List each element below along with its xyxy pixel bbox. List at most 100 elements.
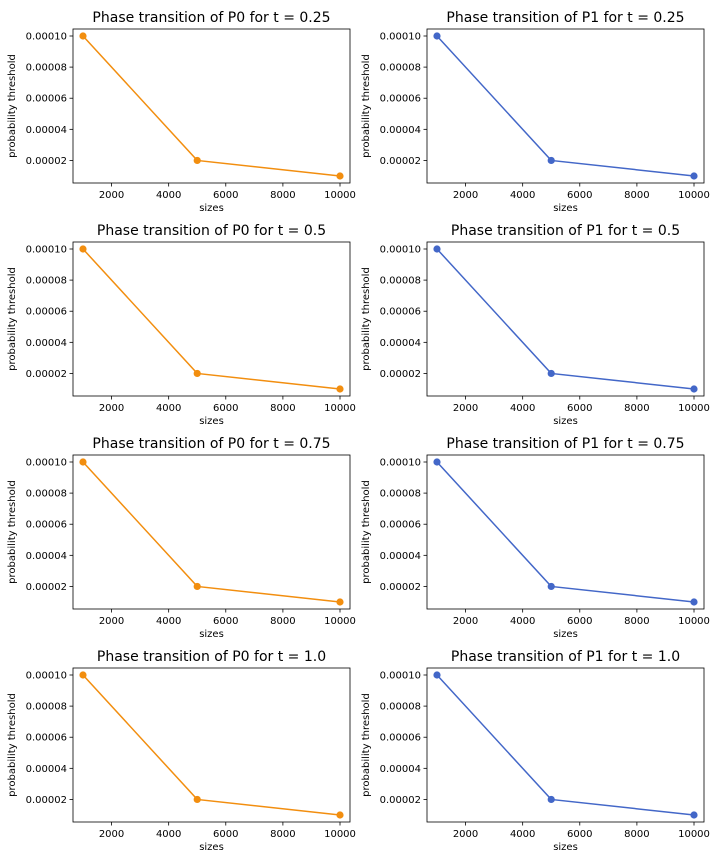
chart-5: Phase transition of P0 for t = 0.75 2000 4… (7, 436, 356, 640)
chart-8-xtick-label: 6000 (567, 829, 592, 840)
chart-8-ytick-label: 0.00006 (380, 733, 421, 744)
chart-2-xtick-label: 10000 (678, 190, 710, 201)
chart-3-xtick-label: 8000 (270, 403, 295, 414)
chart-2: Phase transition of P1 for t = 0.25 2000 4… (361, 10, 710, 214)
chart-6-ytick-label: 0.00004 (380, 551, 421, 562)
chart-3-ytick-label: 0.00010 (26, 245, 67, 256)
chart-2-ytick-label: 0.00002 (380, 156, 421, 167)
chart-5-ytick-label: 0.00008 (26, 489, 67, 500)
chart-1-ylabel: probability threshold (7, 54, 18, 158)
chart-7-series-line (82, 674, 341, 816)
chart-7-axes-frame (72, 667, 351, 823)
chart-2-ylabel: probability threshold (361, 54, 372, 158)
chart-7-point-2 (193, 795, 201, 804)
chart-5-series-line (82, 461, 341, 603)
chart-4-axes-frame (426, 241, 705, 397)
chart-2-ytick-label: 0.00006 (380, 94, 421, 105)
chart-6-xtick-label: 4000 (510, 616, 535, 627)
chart-2-ytick-label: 0.00004 (380, 125, 421, 136)
chart-7: Phase transition of P0 for t = 1.0 2000 40… (7, 649, 356, 853)
chart-5-title: Phase transition of P0 for t = 0.75 (92, 436, 330, 452)
chart-4-xtick-label: 8000 (624, 403, 649, 414)
chart-8-ytick-label: 0.00010 (380, 671, 421, 682)
chart-1-title: Phase transition of P0 for t = 0.25 (92, 10, 330, 26)
chart-3-xtick-label: 6000 (213, 403, 238, 414)
chart-8-xtick-label: 8000 (624, 829, 649, 840)
chart-8-series-line (436, 674, 695, 816)
chart-4-xlabel: sizes (553, 416, 578, 427)
chart-7-ytick-label: 0.00008 (26, 702, 67, 713)
chart-3-point-3 (336, 385, 344, 393)
chart-6-ylabel: probability threshold (361, 480, 372, 584)
chart-6-ytick-label: 0.00010 (380, 458, 421, 469)
chart-8-xtick-label: 2000 (453, 829, 478, 840)
chart-8-xtick-label: 10000 (678, 829, 710, 840)
chart-3-ylabel: probability threshold (7, 267, 18, 371)
chart-7-point-3 (336, 811, 344, 819)
chart-7-xtick-label: 2000 (99, 829, 124, 840)
chart-4-xtick-label: 6000 (567, 403, 592, 414)
chart-6-point-3 (690, 598, 698, 606)
chart-2-axes-frame (426, 28, 705, 184)
chart-3-xtick-label: 4000 (156, 403, 181, 414)
chart-3-xtick-label: 2000 (99, 403, 124, 414)
chart-5-xtick-label: 10000 (324, 616, 356, 627)
chart-1-xtick-label: 10000 (324, 190, 356, 201)
chart-4-point-3 (690, 385, 698, 393)
chart-5-ytick-label: 0.00002 (26, 582, 67, 593)
chart-5-xtick-label: 6000 (213, 616, 238, 627)
chart-7-xtick-label: 8000 (270, 829, 295, 840)
chart-8-point-3 (690, 811, 698, 819)
chart-7-ytick-label: 0.00002 (26, 795, 67, 806)
chart-6-point-1 (433, 458, 441, 466)
chart-6-xtick-label: 6000 (567, 616, 592, 627)
chart-7-xtick-label: 4000 (156, 829, 181, 840)
chart-6-series-line (436, 461, 695, 603)
chart-8-axes-frame (426, 667, 705, 823)
chart-4-ytick-label: 0.00008 (380, 276, 421, 287)
chart-4-ylabel: probability threshold (361, 267, 372, 371)
chart-2-xtick-label: 2000 (453, 190, 478, 201)
chart-3-ytick-label: 0.00002 (26, 369, 67, 380)
chart-4-xtick-label: 4000 (510, 403, 535, 414)
chart-8-xtick-label: 4000 (510, 829, 535, 840)
chart-5-ytick-label: 0.00004 (26, 551, 67, 562)
chart-1-ytick-label: 0.00008 (26, 63, 67, 74)
chart-5-ytick-label: 0.00010 (26, 458, 67, 469)
chart-2-point-3 (690, 172, 698, 180)
chart-1-axes-frame (72, 28, 351, 184)
chart-1-point-3 (336, 172, 344, 180)
chart-3-ytick-label: 0.00006 (26, 307, 67, 318)
chart-3-xlabel: sizes (199, 416, 224, 427)
chart-1-ytick-label: 0.00006 (26, 94, 67, 105)
chart-6-xtick-label: 8000 (624, 616, 649, 627)
chart-1-series-line (82, 35, 341, 177)
chart-6-ytick-label: 0.00002 (380, 582, 421, 593)
chart-7-ytick-label: 0.00010 (26, 671, 67, 682)
chart-6-xtick-label: 10000 (678, 616, 710, 627)
chart-1-xtick-label: 4000 (156, 190, 181, 201)
chart-8-point-2 (547, 795, 555, 804)
chart-6-axes-frame (426, 454, 705, 610)
chart-2-title: Phase transition of P1 for t = 0.25 (446, 10, 684, 26)
chart-2-xlabel: sizes (553, 203, 578, 214)
chart-8-title: Phase transition of P1 for t = 1.0 (451, 649, 680, 665)
chart-6-ytick-label: 0.00006 (380, 520, 421, 531)
chart-5-ylabel: probability threshold (7, 480, 18, 584)
chart-1-xtick-label: 2000 (99, 190, 124, 201)
chart-3-title: Phase transition of P0 for t = 0.5 (97, 223, 326, 239)
chart-5-point-3 (336, 598, 344, 606)
chart-1-point-2 (193, 156, 201, 165)
chart-7-ytick-label: 0.00004 (26, 764, 67, 775)
chart-7-xlabel: sizes (199, 842, 224, 853)
chart-8-ytick-label: 0.00008 (380, 702, 421, 713)
chart-8-point-1 (433, 671, 441, 679)
chart-6-xtick-label: 2000 (453, 616, 478, 627)
chart-6-point-2 (547, 582, 555, 591)
chart-4-ytick-label: 0.00010 (380, 245, 421, 256)
chart-3-ytick-label: 0.00008 (26, 276, 67, 287)
chart-6: Phase transition of P1 for t = 0.75 2000 4… (361, 436, 710, 640)
chart-1-xtick-label: 6000 (213, 190, 238, 201)
chart-7-ytick-label: 0.00006 (26, 733, 67, 744)
chart-5-xlabel: sizes (199, 629, 224, 640)
